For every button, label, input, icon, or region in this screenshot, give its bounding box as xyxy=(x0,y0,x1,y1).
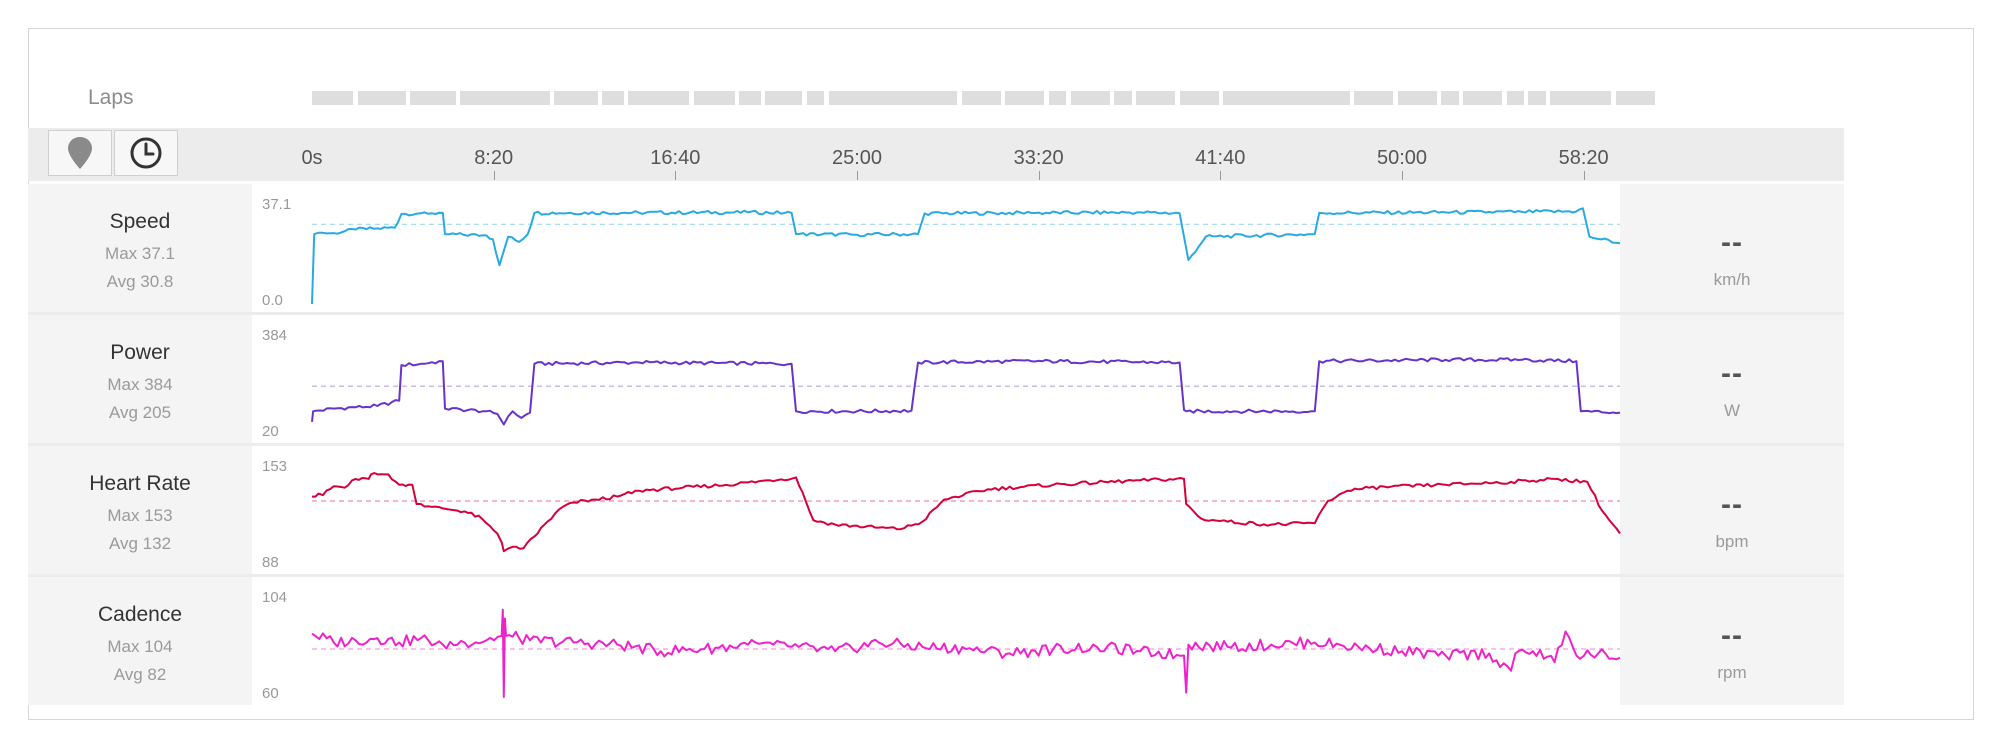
time-tick-label: 8:20 xyxy=(474,147,514,169)
lap-segment[interactable] xyxy=(693,91,735,105)
time-tick-label: 58:20 xyxy=(1558,147,1609,169)
power-axis-min: 20 xyxy=(262,423,279,440)
time-tick-label: 25:00 xyxy=(831,147,883,169)
cadence-label-panel: Cadence Max 104 Avg 82 xyxy=(28,577,252,705)
lap-segment[interactable] xyxy=(1070,91,1110,105)
power-label-panel: Power Max 384 Avg 205 xyxy=(28,315,252,443)
heart-rate-readout-panel: -- bpm xyxy=(1620,446,1844,574)
time-tick-mark xyxy=(1038,171,1040,180)
row-divider xyxy=(28,312,1844,315)
lap-segment[interactable] xyxy=(806,91,825,105)
speed-avg: Avg 30.8 xyxy=(106,272,174,291)
lap-segment[interactable] xyxy=(1550,91,1612,105)
lap-segment[interactable] xyxy=(1463,91,1503,105)
time-tick-mark xyxy=(675,171,677,180)
cadence-avg: Avg 82 xyxy=(113,665,167,684)
lap-segment[interactable] xyxy=(1114,91,1132,105)
cadence-title: Cadence xyxy=(97,603,183,626)
time-axis-header xyxy=(28,128,1844,181)
speed-unit: km/h xyxy=(1713,270,1751,289)
lap-segment[interactable] xyxy=(739,91,762,105)
time-tick-mark xyxy=(1220,171,1222,180)
cadence-unit: rpm xyxy=(1717,663,1747,682)
cadence-max: Max 104 xyxy=(107,637,173,656)
lap-segment[interactable] xyxy=(410,91,456,105)
row-divider xyxy=(28,574,1844,577)
lap-segment[interactable] xyxy=(1441,91,1459,105)
heart-rate-title: Heart Rate xyxy=(89,472,191,495)
time-tick-label: 33:20 xyxy=(1013,147,1064,169)
heart-rate-plot-area[interactable]: 153 88 xyxy=(252,446,1620,574)
lap-segment[interactable] xyxy=(312,91,354,105)
cadence-axis-max: 104 xyxy=(262,589,288,606)
time-tick-label: 16:40 xyxy=(650,147,701,169)
speed-max: Max 37.1 xyxy=(105,244,175,263)
speed-readout-panel: -- km/h xyxy=(1620,184,1844,312)
lap-segment[interactable] xyxy=(601,91,624,105)
lap-segment[interactable] xyxy=(628,91,690,105)
time-tick-mark xyxy=(1402,171,1403,180)
power-plot-area[interactable]: 384 20 xyxy=(252,315,1620,443)
time-tick-mark xyxy=(493,171,495,180)
lap-segment[interactable] xyxy=(1397,91,1437,105)
lap-segment[interactable] xyxy=(1354,91,1394,105)
row-divider xyxy=(28,443,1844,446)
lap-segment[interactable] xyxy=(828,91,958,105)
time-view-button[interactable] xyxy=(114,130,178,176)
speed-label-panel: Speed Max 37.1 Avg 30.8 xyxy=(28,184,252,312)
lap-segment[interactable] xyxy=(1615,91,1655,105)
map-view-button[interactable] xyxy=(48,130,112,176)
power-current-value: -- xyxy=(1721,357,1743,390)
power-title: Power xyxy=(110,341,170,364)
lap-segment[interactable] xyxy=(765,91,803,105)
lap-segment[interactable] xyxy=(460,91,550,105)
time-tick-mark xyxy=(857,171,858,180)
time-tick-mark xyxy=(1583,171,1585,180)
lap-segment[interactable] xyxy=(1005,91,1045,105)
heart-rate-axis-max: 153 xyxy=(262,458,288,475)
laps-label: Laps xyxy=(88,86,134,109)
power-unit: W xyxy=(1723,401,1741,420)
speed-axis-max: 37.1 xyxy=(262,196,292,213)
speed-plot-area[interactable]: 37.1 0.0 xyxy=(252,184,1620,312)
cadence-readout-panel: -- rpm xyxy=(1620,577,1844,705)
time-tick-label: 0s xyxy=(301,147,323,169)
lap-segment[interactable] xyxy=(1506,91,1525,105)
heart-rate-avg: Avg 132 xyxy=(108,534,172,553)
heart-rate-unit: bpm xyxy=(1715,532,1749,551)
cadence-plot-area[interactable]: 104 60 xyxy=(252,577,1620,705)
heart-rate-max: Max 153 xyxy=(107,506,173,525)
power-readout-panel: -- W xyxy=(1620,315,1844,443)
lap-segment[interactable] xyxy=(1223,91,1350,105)
power-max: Max 384 xyxy=(107,375,173,394)
lap-segment[interactable] xyxy=(1048,91,1067,105)
lap-segment[interactable] xyxy=(1136,91,1176,105)
clock-icon xyxy=(130,137,162,169)
heart-rate-label-panel: Heart Rate Max 153 Avg 132 xyxy=(28,446,252,574)
speed-axis-min: 0.0 xyxy=(262,292,283,309)
cadence-axis-min: 60 xyxy=(262,685,279,702)
heart-rate-axis-min: 88 xyxy=(262,554,279,571)
time-tick-label: 50:00 xyxy=(1376,147,1428,169)
lap-segment[interactable] xyxy=(961,91,1001,105)
lap-segment[interactable] xyxy=(1179,91,1219,105)
lap-segment[interactable] xyxy=(1528,91,1546,105)
lap-segment[interactable] xyxy=(357,91,406,105)
cadence-current-value: -- xyxy=(1721,619,1743,652)
power-avg: Avg 205 xyxy=(108,403,172,422)
power-axis-max: 384 xyxy=(262,327,288,344)
heart-rate-current-value: -- xyxy=(1721,488,1743,521)
speed-title: Speed xyxy=(109,210,171,233)
laps-bar xyxy=(312,91,1655,105)
speed-current-value: -- xyxy=(1721,226,1743,259)
map-pin-icon xyxy=(68,137,92,169)
lap-segment[interactable] xyxy=(553,91,598,105)
time-tick-label: 41:40 xyxy=(1195,147,1246,169)
